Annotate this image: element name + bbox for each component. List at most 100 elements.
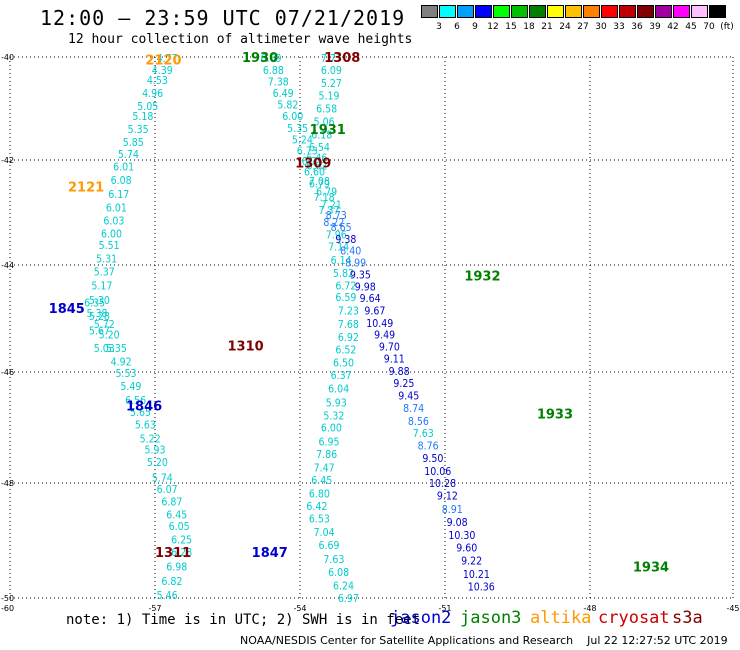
color-scale-label: 9 <box>472 22 478 32</box>
pass-time-label: 1933 <box>537 408 573 423</box>
wave-height-label: 6.37 <box>331 370 352 382</box>
wave-height-label: 9.98 <box>355 281 376 293</box>
color-scale-label: 18 <box>523 22 535 32</box>
wave-height-label: 9.11 <box>384 354 405 366</box>
color-scale-swatch <box>439 5 456 18</box>
wave-height-label: 5.35 <box>106 343 127 355</box>
wave-height-label: 5.46 <box>157 590 178 602</box>
wave-height-label: 5.20 <box>99 330 120 342</box>
color-scale-swatch <box>637 5 654 18</box>
wave-height-label: 4.39 <box>152 65 173 77</box>
wave-height-label: 6.08 <box>111 175 132 187</box>
wave-height-label: 6.24 <box>333 580 354 592</box>
chart-subtitle: 12 hour collection of altimeter wave hei… <box>68 32 413 47</box>
wave-height-label: 5.35 <box>287 123 308 135</box>
color-scale-swatch <box>457 5 474 18</box>
wave-height-label: 6.01 <box>113 161 134 173</box>
wave-height-label: 6.69 <box>318 540 339 552</box>
pass-time-label: 1845 <box>49 302 85 317</box>
color-scale-label: 3 <box>436 22 442 32</box>
wave-height-label: 9.67 <box>364 305 385 317</box>
wave-height-label: 6.69 <box>260 53 281 65</box>
wave-height-label: 7.37 <box>318 205 339 217</box>
wave-height-label: 8.91 <box>442 504 463 516</box>
color-scale-label: 45 <box>685 22 697 32</box>
wave-height-label: 6.25 <box>171 534 192 546</box>
x-tick-label: -54 <box>293 604 306 613</box>
y-tick-label: -48 <box>1 479 14 488</box>
wave-height-label: 7.68 <box>338 319 359 331</box>
wave-height-label: 9.45 <box>398 390 419 402</box>
chart-title: 12:00 – 23:59 UTC 07/21/2019 <box>40 6 406 30</box>
wave-height-label: 4.92 <box>111 356 132 368</box>
wave-height-label: 5.74 <box>118 149 139 161</box>
color-scale-label: 30 <box>595 22 607 32</box>
wave-height-label: 6.50 <box>333 357 354 369</box>
wave-height-label: 7.47 <box>314 462 335 474</box>
wave-height-label: 9.60 <box>456 542 477 554</box>
wave-height-label: 5.51 <box>99 240 120 252</box>
wave-height-label: 7.08 <box>309 176 330 188</box>
wave-height-label: 5.38 <box>86 308 107 320</box>
x-tick-label: -51 <box>438 604 451 613</box>
wave-height-label: 6.59 <box>335 292 356 304</box>
wave-height-label: 8.65 <box>331 222 352 234</box>
y-tick-label: -46 <box>1 368 14 377</box>
wave-height-label: 8.56 <box>408 416 429 428</box>
color-scale-label: 36 <box>631 22 643 32</box>
wave-height-label: 5.05 <box>137 101 158 113</box>
wave-height-label: 7.14 <box>328 242 349 254</box>
wave-height-label: 9.64 <box>360 293 381 305</box>
axis-ticks: -57 -54 -51 -48 -45 -40 -42 -44 -46 -48 -50-60 <box>1 53 740 613</box>
pass-time-label: 1930 <box>242 51 278 66</box>
color-scale-swatch <box>601 5 618 18</box>
wave-height-label: 6.03 <box>103 215 124 227</box>
wave-height-label: 7.21 <box>321 200 342 212</box>
pass-time-label: 1934 <box>633 560 669 575</box>
wave-height-label: 8.40 <box>340 245 361 257</box>
pass-time-label: 1308 <box>324 51 360 66</box>
wave-height-label: 7.63 <box>413 428 434 440</box>
wave-height-label: 5.30 <box>89 295 110 307</box>
wave-height-label: 8.99 <box>345 257 366 269</box>
color-scale-swatch <box>583 5 600 18</box>
footer-note: note: 1) Time is in UTC; 2) SWH is in fe… <box>66 612 421 628</box>
wave-height-label: 10.21 <box>463 569 490 581</box>
wave-height-label: 9.88 <box>389 366 410 378</box>
wave-height-label: 5.31 <box>96 254 117 266</box>
color-scale-label: 21 <box>541 22 553 32</box>
wave-height-label: 5.67 <box>89 325 110 337</box>
pass-time-label: 1931 <box>310 123 346 138</box>
wave-height-label: 7.63 <box>323 554 344 566</box>
wave-height-label: 6.73 <box>297 146 318 158</box>
legend-item-s3a: s3a <box>672 608 703 628</box>
color-scale-swatch <box>673 5 690 18</box>
wave-height-label: 6.18 <box>311 129 332 141</box>
wave-height-label: 6.56 <box>125 395 146 407</box>
legend-item-jason3: jason3 <box>460 608 522 628</box>
wave-height-label: 6.92 <box>338 332 359 344</box>
wave-height-label: 5.17 <box>91 280 112 292</box>
wave-height-label: 9.22 <box>461 556 482 568</box>
wave-height-label: 10.30 <box>448 530 475 542</box>
wave-height-label: 6.49 <box>273 88 294 100</box>
wave-height-label: 10.06 <box>424 466 451 478</box>
wave-height-label: 10.36 <box>468 582 495 594</box>
wave-height-label: 7.86 <box>316 449 337 461</box>
color-scale-swatch <box>565 5 582 18</box>
wave-height-label: 7.04 <box>314 527 335 539</box>
wave-height-label: 5.53 <box>115 368 136 380</box>
wave-height-label: 5.03 <box>94 343 115 355</box>
wave-height-label: 6.53 <box>309 514 330 526</box>
wave-height-label: 5.72 <box>94 319 115 331</box>
wave-height-label: 6.00 <box>321 423 342 435</box>
wave-height-label: 5.35 <box>128 124 149 136</box>
wave-height-label: 6.82 <box>161 576 182 588</box>
wave-height-label: 6.02 <box>306 160 327 172</box>
wave-height-label: 5.93 <box>144 445 165 457</box>
wave-height-label: 8.22 <box>323 217 344 229</box>
wave-height-label: 6.07 <box>157 484 178 496</box>
x-tick-label: -48 <box>583 604 596 613</box>
wave-height-label: 9.35 <box>350 270 371 282</box>
wave-height-label: 5.93 <box>326 398 347 410</box>
